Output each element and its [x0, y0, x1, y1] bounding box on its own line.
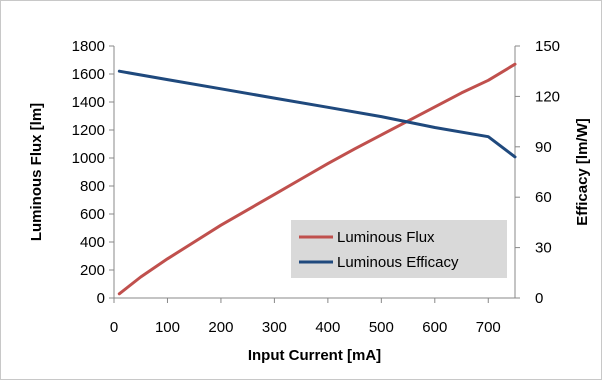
legend-label-2: Luminous Efficacy — [337, 254, 459, 271]
legend-box — [291, 220, 507, 278]
series-layer — [117, 62, 517, 296]
x-tick-label: 100 — [155, 319, 180, 336]
series-line-1 — [117, 62, 517, 296]
x-tick-label: 700 — [476, 319, 501, 336]
axes: 0 100 200 300 400 500 600 700020040060080010001… — [28, 38, 591, 364]
y-left-tick-label: 0 — [97, 290, 105, 307]
legend: Luminous Flux Luminous Efficacy — [291, 220, 507, 278]
y-axis-right-title: Efficacy [lm/W] — [574, 118, 591, 226]
y-left-tick-label: 400 — [80, 234, 105, 251]
y-left-tick-label: 1000 — [72, 150, 105, 167]
y-axis-left-title: Luminous Flux [lm] — [28, 103, 45, 241]
y-right-tick-label: 0 — [535, 290, 543, 307]
x-tick-label: 0 — [110, 319, 118, 336]
legend-label-1: Luminous Flux — [337, 229, 435, 246]
y-right-tick-label: 150 — [535, 38, 560, 55]
y-right-tick-label: 60 — [535, 189, 552, 206]
y-left-tick-label: 200 — [80, 262, 105, 279]
y-left-tick-label: 1600 — [72, 66, 105, 83]
y-right-tick-label: 120 — [535, 88, 560, 105]
x-tick-label: 400 — [315, 319, 340, 336]
series-line-2 — [117, 69, 517, 159]
x-axis-title: Input Current [mA] — [248, 347, 381, 364]
y-left-tick-label: 1400 — [72, 94, 105, 111]
y-left-tick-label: 600 — [80, 206, 105, 223]
x-tick-label: 200 — [208, 319, 233, 336]
y-left-tick-label: 800 — [80, 178, 105, 195]
x-tick-label: 600 — [422, 319, 447, 336]
y-right-tick-label: 30 — [535, 240, 552, 257]
y-right-tick-label: 90 — [535, 139, 552, 156]
x-tick-label: 500 — [369, 319, 394, 336]
y-left-tick-label: 1200 — [72, 122, 105, 139]
x-tick-label: 300 — [262, 319, 287, 336]
y-left-tick-label: 1800 — [72, 38, 105, 55]
